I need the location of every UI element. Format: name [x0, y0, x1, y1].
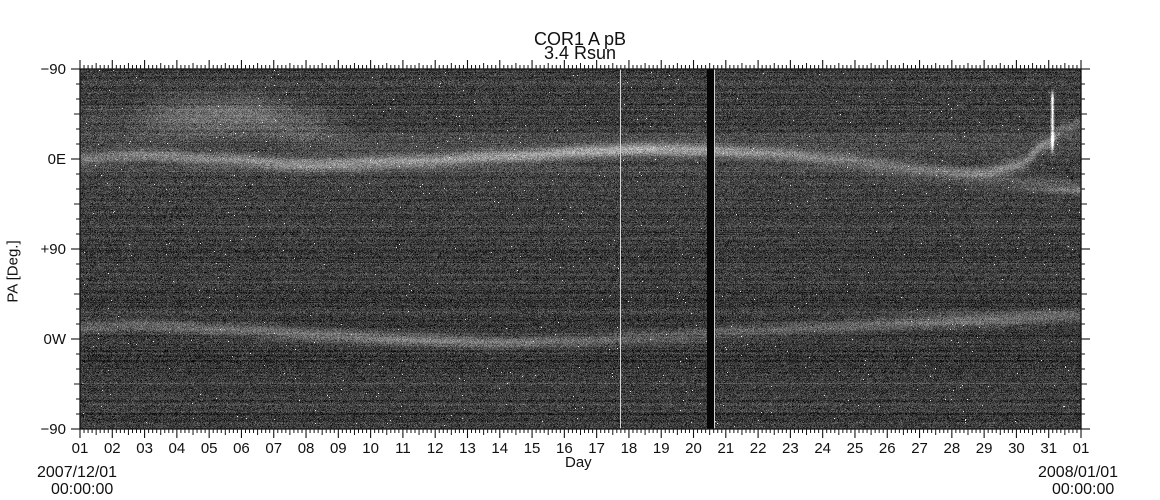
svg-text:02: 02 [104, 440, 121, 457]
svg-text:03: 03 [136, 440, 153, 457]
svg-text:08: 08 [298, 440, 315, 457]
svg-text:+90: +90 [41, 241, 66, 258]
svg-text:26: 26 [879, 440, 896, 457]
svg-text:0W: 0W [44, 331, 67, 348]
svg-text:0E: 0E [48, 151, 66, 168]
svg-text:−90: −90 [41, 421, 66, 438]
svg-text:21: 21 [717, 440, 734, 457]
svg-text:24: 24 [814, 440, 831, 457]
svg-text:27: 27 [911, 440, 928, 457]
svg-text:10: 10 [362, 440, 379, 457]
svg-text:04: 04 [169, 440, 186, 457]
svg-text:15: 15 [524, 440, 541, 457]
svg-text:09: 09 [330, 440, 347, 457]
svg-text:19: 19 [653, 440, 670, 457]
svg-text:01: 01 [72, 440, 89, 457]
svg-text:01: 01 [1073, 440, 1090, 457]
svg-text:29: 29 [976, 440, 993, 457]
svg-text:23: 23 [782, 440, 799, 457]
svg-text:31: 31 [1040, 440, 1057, 457]
svg-text:12: 12 [427, 440, 444, 457]
svg-text:07: 07 [265, 440, 282, 457]
svg-text:−90: −90 [41, 61, 66, 78]
svg-text:25: 25 [847, 440, 864, 457]
svg-text:18: 18 [621, 440, 638, 457]
svg-text:06: 06 [233, 440, 250, 457]
svg-text:13: 13 [459, 440, 476, 457]
svg-text:30: 30 [1008, 440, 1025, 457]
svg-text:05: 05 [201, 440, 218, 457]
svg-text:20: 20 [685, 440, 702, 457]
svg-text:28: 28 [943, 440, 960, 457]
svg-text:14: 14 [491, 440, 508, 457]
svg-text:22: 22 [750, 440, 767, 457]
svg-text:11: 11 [395, 440, 411, 457]
